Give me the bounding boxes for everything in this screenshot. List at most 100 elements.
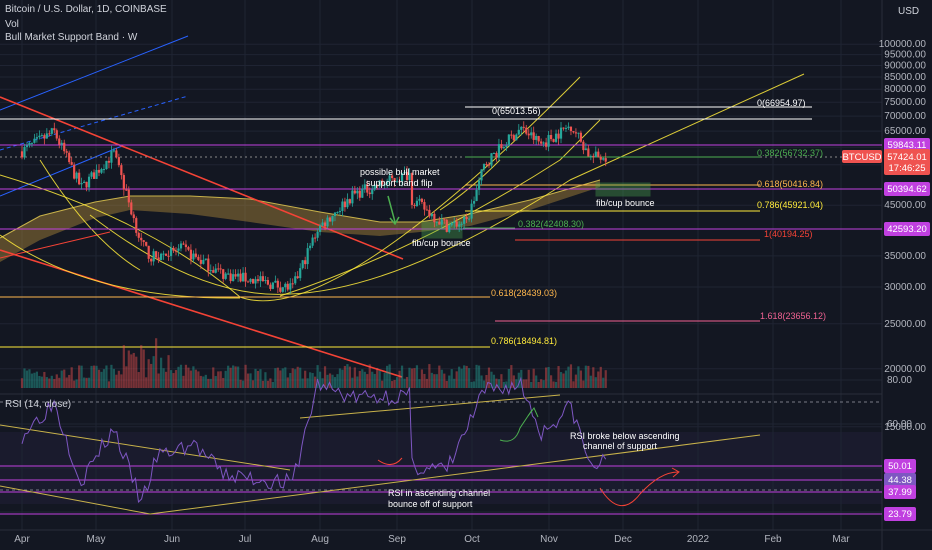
candle-body — [450, 223, 453, 226]
price-tick-label: 35000.00 — [884, 251, 926, 262]
volume-bar — [244, 364, 247, 388]
candle-body — [184, 244, 188, 248]
candle-body — [207, 258, 210, 271]
volume-bar — [234, 366, 237, 388]
volume-bar — [204, 374, 207, 388]
volume-bar — [569, 364, 573, 388]
candle-body — [160, 253, 163, 260]
volume-bar — [386, 365, 389, 388]
volume-bar — [78, 365, 81, 388]
volume-bar — [599, 366, 602, 388]
cup-arc-inner — [279, 119, 601, 297]
volume-bar — [202, 376, 205, 388]
indicator-legend: Bull Market Support Band · W — [5, 32, 138, 43]
volume-bar — [440, 369, 443, 388]
last-price-tag — [884, 149, 930, 175]
volume-bar — [199, 375, 202, 388]
candle-body — [110, 150, 113, 163]
rsi-tag-value: 23.79 — [888, 509, 912, 520]
time-tick-label: Mar — [832, 534, 850, 545]
rsi-annotation: channel of support — [583, 441, 658, 451]
volume-bar — [82, 377, 86, 388]
volume-bar — [552, 381, 555, 388]
volume-bar — [321, 378, 324, 388]
fib-label: 1.618(23656.12) — [760, 311, 826, 321]
annotation-arrow-head — [389, 216, 400, 226]
volume-bar — [147, 359, 150, 388]
candle-body — [254, 279, 257, 284]
volume-bar — [48, 378, 51, 388]
volume-bar — [256, 370, 260, 388]
candle-body — [112, 150, 116, 152]
candle-body — [316, 231, 319, 238]
volume-bar — [336, 374, 339, 388]
candle-body — [326, 217, 329, 227]
candle-body — [562, 127, 565, 129]
volume-bar — [25, 370, 29, 388]
volume-bar — [179, 364, 183, 388]
volume-bar — [249, 373, 252, 388]
fib-label: 0(65013.56) — [492, 106, 541, 116]
candle-body — [602, 158, 605, 160]
volume-bar — [172, 373, 175, 388]
candle-body — [65, 151, 68, 153]
volume-bar — [229, 367, 232, 388]
candle-body — [20, 151, 24, 158]
support-band-fill — [0, 180, 600, 262]
price-tag — [884, 222, 930, 236]
symbol-tag — [842, 150, 882, 163]
volume-bar — [391, 381, 394, 388]
fib-label: 0.382(56732.37) — [757, 148, 823, 158]
volume-bar — [604, 370, 607, 388]
volume-bar — [65, 377, 68, 388]
volume-bar — [356, 376, 359, 388]
candle-body — [453, 221, 456, 224]
candle-body — [455, 221, 458, 227]
candle-body — [60, 142, 63, 145]
candle-body — [522, 126, 525, 128]
volume-bar — [301, 378, 304, 388]
volume-bar — [532, 368, 535, 388]
volume-bar — [433, 374, 436, 388]
volume-bar — [323, 366, 327, 388]
volume-bar — [194, 369, 197, 388]
volume-bar — [294, 369, 297, 388]
volume-bar — [393, 379, 396, 388]
candle-body — [336, 212, 339, 214]
candle-body — [425, 209, 428, 211]
price-tick-label: 90000.00 — [884, 60, 926, 71]
candle-body — [107, 160, 111, 163]
candle-body — [388, 175, 391, 182]
candle-body — [35, 137, 39, 139]
volume-bar — [38, 375, 41, 388]
candle-body — [217, 268, 220, 270]
candle-body — [448, 225, 451, 232]
volume-bar — [254, 368, 257, 388]
candle-body — [284, 283, 287, 288]
candle-body — [475, 189, 478, 202]
volume-bar — [517, 372, 520, 388]
volume-bar — [343, 365, 347, 388]
volume-bar — [542, 380, 545, 388]
volume-bar — [331, 374, 334, 388]
candle-body — [23, 147, 26, 158]
volume-bar — [587, 365, 590, 388]
volume-bar — [338, 368, 342, 388]
time-axis[interactable]: Apr May Jun Jul Aug Sep Oct Nov Dec 2022 Feb Mar — [14, 534, 850, 545]
volume-bar — [515, 379, 518, 388]
volume-bar — [425, 378, 428, 388]
candle-body — [55, 130, 58, 139]
rsi-pane — [0, 376, 882, 515]
volume-bar — [306, 378, 309, 388]
rsi-curve — [499, 409, 533, 442]
fib-label: 0.786(45921.04) — [757, 200, 823, 210]
candle-body — [323, 222, 327, 227]
candle-body — [572, 131, 575, 133]
candle-body — [413, 204, 416, 207]
volume-bar — [28, 369, 31, 388]
candle-body — [500, 144, 503, 149]
candle-body — [592, 155, 595, 158]
candle-body — [351, 190, 354, 204]
volume-bar — [73, 380, 76, 388]
